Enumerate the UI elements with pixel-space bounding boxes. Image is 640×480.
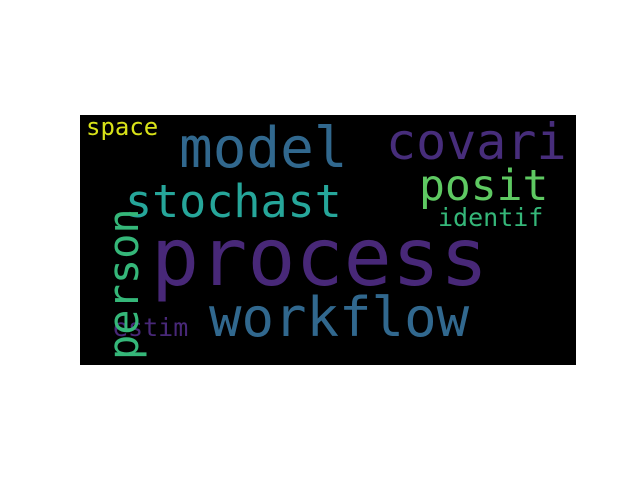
word-person: person	[99, 208, 148, 360]
word-model: model	[179, 116, 348, 181]
word-workflow: workflow	[209, 286, 470, 349]
word-identif: identif	[438, 203, 544, 232]
word-stochast: stochast	[125, 175, 342, 228]
word-covari: covari	[386, 115, 567, 171]
word-space: space	[86, 115, 159, 141]
word-cloud-canvas: space model covari stochast posit identi…	[80, 115, 576, 365]
word-process: process	[151, 211, 489, 304]
word-posit: posit	[419, 161, 549, 211]
word-estim: estim	[113, 313, 189, 342]
